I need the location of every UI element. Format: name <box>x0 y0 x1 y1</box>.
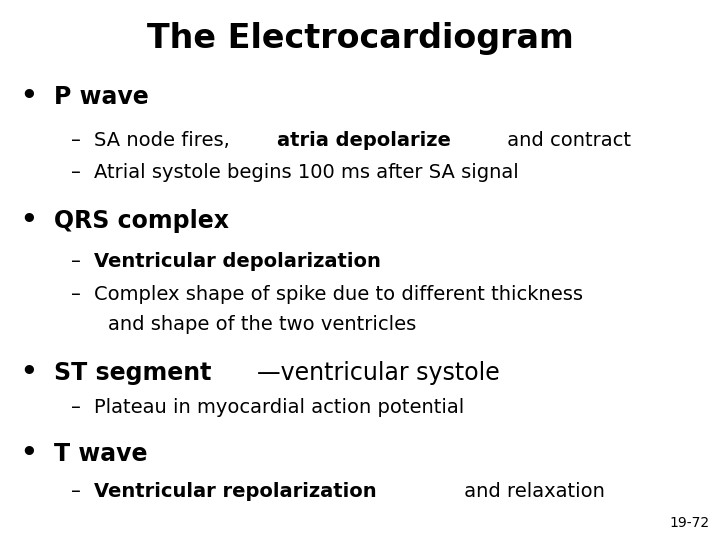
Text: Ventricular depolarization: Ventricular depolarization <box>94 252 380 272</box>
Text: •: • <box>20 360 37 386</box>
Text: —ventricular systole: —ventricular systole <box>257 361 500 384</box>
Text: The Electrocardiogram: The Electrocardiogram <box>147 22 573 55</box>
Text: P wave: P wave <box>54 85 149 109</box>
Text: Complex shape of spike due to different thickness: Complex shape of spike due to different … <box>94 285 582 304</box>
Text: SA node fires,: SA node fires, <box>94 131 235 150</box>
Text: •: • <box>20 441 37 467</box>
Text: –: – <box>71 131 81 150</box>
Text: Atrial systole begins 100 ms after SA signal: Atrial systole begins 100 ms after SA si… <box>94 163 518 183</box>
Text: 19-72: 19-72 <box>669 516 709 530</box>
Text: QRS complex: QRS complex <box>54 210 229 233</box>
Text: ST segment: ST segment <box>54 361 212 384</box>
Text: –: – <box>71 163 81 183</box>
Text: •: • <box>20 208 37 234</box>
Text: and relaxation: and relaxation <box>458 482 605 501</box>
Text: and shape of the two ventricles: and shape of the two ventricles <box>108 314 416 334</box>
Text: Plateau in myocardial action potential: Plateau in myocardial action potential <box>94 398 464 417</box>
Text: –: – <box>71 285 81 304</box>
Text: T wave: T wave <box>54 442 148 465</box>
Text: atria depolarize: atria depolarize <box>276 131 451 150</box>
Text: –: – <box>71 398 81 417</box>
Text: Ventricular repolarization: Ventricular repolarization <box>94 482 377 501</box>
Text: •: • <box>20 84 37 110</box>
Text: –: – <box>71 252 81 272</box>
Text: –: – <box>71 482 81 501</box>
Text: and contract: and contract <box>501 131 631 150</box>
